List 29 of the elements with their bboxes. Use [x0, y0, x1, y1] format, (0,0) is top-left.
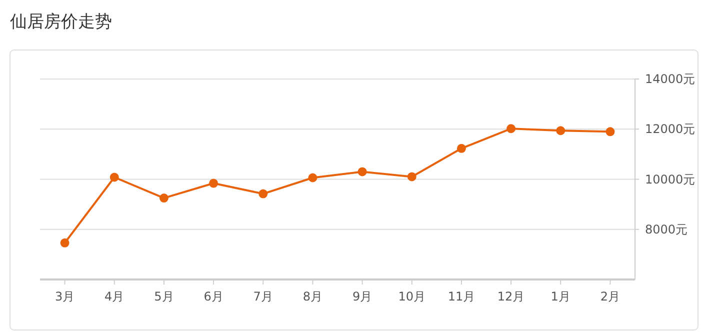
x-tick-label: 6月	[204, 290, 224, 304]
x-tick-label: 5月	[154, 290, 174, 304]
point	[209, 178, 218, 188]
y-tick-label: 14000元	[645, 72, 696, 86]
y-tick-label: 12000元	[645, 122, 696, 136]
x-tick-label: 10月	[398, 290, 426, 304]
point	[506, 124, 516, 134]
x-tick-label: 1月	[550, 290, 570, 304]
point	[358, 167, 367, 176]
point	[556, 126, 566, 136]
x-tick-label: 12月	[497, 290, 525, 304]
point	[308, 173, 318, 182]
point	[456, 144, 466, 153]
y-tick-label: 8000元	[645, 222, 688, 236]
x-tick-label: 11月	[448, 290, 476, 304]
x-tick-label: 4月	[104, 290, 124, 304]
x-tick-label: 2月	[600, 290, 620, 304]
x-tick-label: 7月	[253, 290, 273, 304]
x-tick-label: 8月	[302, 290, 323, 304]
point	[407, 172, 416, 182]
point	[159, 194, 168, 203]
point	[110, 172, 119, 182]
x-tick-label: 9月	[352, 290, 372, 304]
y-tick-label: 10000元	[645, 172, 696, 186]
point	[606, 127, 615, 136]
point	[258, 189, 268, 198]
x-tick-label: 3月	[54, 290, 75, 304]
point	[60, 238, 70, 248]
title: 仙居房价走势	[10, 12, 112, 32]
